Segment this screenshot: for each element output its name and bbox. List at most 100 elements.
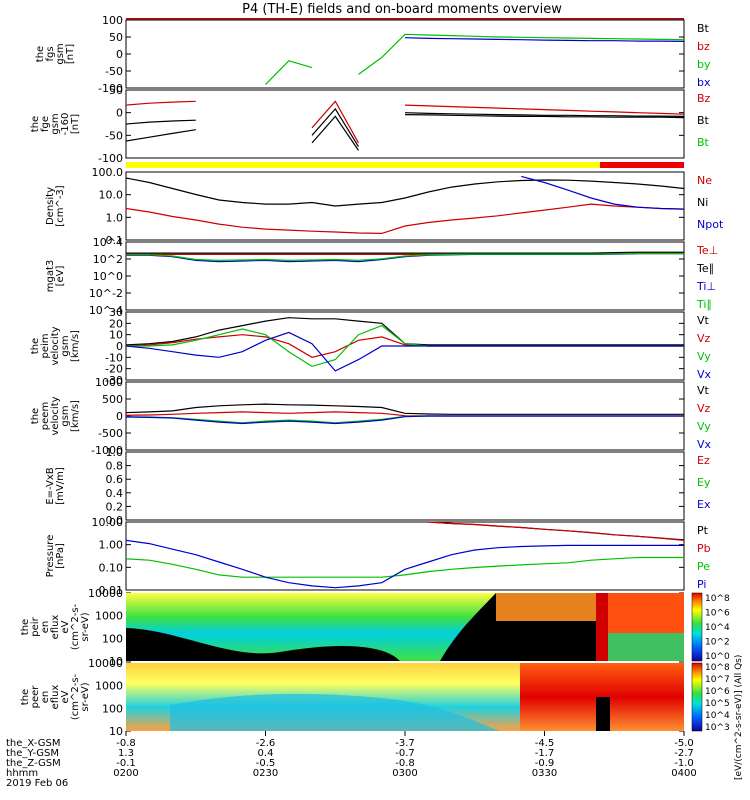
temperature-series-3 <box>126 252 684 262</box>
fgs-ytick-label: 100 <box>102 14 123 27</box>
pressure-ytick-label: 0.10 <box>99 561 124 574</box>
efield-ytick-label: 0.0 <box>106 514 124 527</box>
peim_velocity-series-3 <box>125 331 684 372</box>
fge-legend-entry: Bt <box>697 114 710 127</box>
temperature-ytick-label: 10^-2 <box>89 287 123 300</box>
time-axis-value: -0.5 <box>256 758 276 769</box>
fgs-ytick-label: -100 <box>98 82 123 95</box>
efield-ytick-label: 0.6 <box>106 473 124 486</box>
status-bar-red <box>600 162 684 168</box>
temperature-legend-entry: Te∥ <box>696 262 714 275</box>
colorbar-gradient-bottom <box>691 662 703 732</box>
fge-ytick-label: 0 <box>116 107 123 120</box>
efield-legend-entry: Ey <box>697 476 711 489</box>
fgs-legend-entry: bx <box>697 76 711 89</box>
colorbar-tick-label: 10^2 <box>705 638 730 648</box>
panel-density: 100.0 10.0 1.0 0.1 Density [cm^-3] Ne Ni Npot <box>45 166 724 247</box>
fgs-series-3 <box>404 37 685 42</box>
temperature-ytick-label: 10^-4 <box>89 304 123 317</box>
colorbar-tick-label: 10^8 <box>705 663 730 673</box>
spectrograms <box>126 593 684 731</box>
peim_velocity-ytick-label: -10 <box>105 351 123 364</box>
peir_spectrogram-ylabel: eV <box>60 620 71 633</box>
panel-fge: 50 0 -50 -100 the fge gsm -160 [nT] Bz Bt Bt <box>30 84 711 165</box>
peir_spectrogram-ylabel: eflux <box>50 615 61 640</box>
efield-ytick-label: 0.8 <box>106 460 124 473</box>
colorbar-tick-label: 10^8 <box>705 594 730 604</box>
peem_velocity-ytick-label: -500 <box>98 427 123 440</box>
temperature-series-1 <box>126 251 684 254</box>
temperature-legend-entry: Ti∥ <box>696 298 712 311</box>
density-ytick-label: 1.0 <box>106 211 124 224</box>
time-axis-value: -4.5 <box>535 738 555 749</box>
peir_spectrogram-ytick-label: 10 <box>109 655 123 668</box>
peer_spectrogram-ytick-label: 100 <box>102 702 123 715</box>
peer_spectrogram-ylabel: peer <box>30 685 41 709</box>
density-series-1 <box>125 177 685 207</box>
fge-ytick-label: -100 <box>98 152 123 165</box>
time-axis-value: -0.8 <box>116 738 136 749</box>
colorbar-tick-label: 10^7 <box>705 675 730 685</box>
time-axis-value: -0.7 <box>395 748 415 759</box>
peir_spectrogram-ytick-label: 10000 <box>88 587 123 600</box>
peem_velocity-ytick-label: -1000 <box>91 444 123 457</box>
colorbar-tick-label: 10^6 <box>705 609 730 619</box>
efield-ytick-label: 0.2 <box>106 500 124 513</box>
peim_velocity-legend-entry: Vy <box>697 350 711 363</box>
peer_spectrogram-ytick-label: 10 <box>109 725 123 738</box>
time-axis-row-label: the_Y-GSM <box>6 748 59 759</box>
figure-title: P4 (TH-E) fields and on-board moments ov… <box>242 2 562 17</box>
efield-ylabel: E=-VxB <box>45 467 56 504</box>
pressure-series-3 <box>125 539 684 589</box>
peim_velocity-legend-entry: Vx <box>697 368 712 381</box>
peer-cool-region <box>170 693 500 731</box>
peim_velocity-ylabel: peim <box>40 333 51 358</box>
density-ytick-label: 10.0 <box>99 189 124 202</box>
peir_spectrogram-ylabel: sr-eV) <box>80 612 91 641</box>
fge-ylabel: the <box>30 116 41 132</box>
pressure-legend-entry: Pt <box>697 524 709 537</box>
panel-peer_spectrogram: 10000 1000 100 10 the peer en eflux eV (cm^2-s-sr… <box>20 657 684 738</box>
peer-spectrogram <box>126 663 684 731</box>
time-axis-value: -1.7 <box>535 748 555 759</box>
peem_velocity-ylabel: the <box>30 408 41 424</box>
fge-legend-entry: Bz <box>697 92 711 105</box>
time-axis: the_X-GSM -0.8 -2.6 -3.7 -4.5 -5.0 the_Y-GSM 1.… <box>6 731 697 789</box>
colorbar-label: [eV/(cm^2-s-sr-eV)] (All Qs) <box>734 655 744 780</box>
peim_velocity-ylabel: [km/s] <box>70 330 81 362</box>
temperature-ytick-label: 10^0 <box>93 270 123 283</box>
fge-ylabel: [nT] <box>70 114 81 134</box>
pressure-ylabel: [nPa] <box>55 543 66 569</box>
peim_velocity-ytick-label: -20 <box>105 363 123 376</box>
colorbar-tick-label: 10^3 <box>705 723 730 733</box>
peir-flux-region <box>126 593 496 661</box>
fgs-ytick-label: -50 <box>105 65 123 78</box>
peir-spectrogram <box>126 593 684 661</box>
pressure-legend-entry: Pi <box>697 578 706 591</box>
density-frame <box>125 171 685 241</box>
peer_spectrogram-ytick-label: 1000 <box>95 680 123 693</box>
temperature-ylabel: mgat3 <box>45 260 56 293</box>
colorbar-tick-label: 10^5 <box>705 699 730 709</box>
peim_velocity-ytick-label: -30 <box>105 374 123 387</box>
peim_velocity-ylabel: gsm <box>60 335 71 356</box>
time-axis-value: -3.7 <box>395 738 415 749</box>
panel-peem_velocity: 1000 500 0 -500 -1000 the peem velocity gsm [km/s… <box>30 376 712 457</box>
temperature-legend-entry: Te⊥ <box>696 244 718 257</box>
pressure-series-2 <box>125 556 684 578</box>
peem_velocity-ylabel: peem <box>40 402 51 430</box>
density-ylabel: Density <box>45 187 56 225</box>
peer_spectrogram-ylabel: (cm^2-s- <box>70 673 81 720</box>
pressure-ylabel: Pressure <box>45 535 56 578</box>
peir_spectrogram-ylabel: (cm^2-s- <box>70 603 81 650</box>
fge-series-2 <box>125 114 685 151</box>
fge-ylabel: gsm <box>50 113 61 134</box>
status-bar-yellow <box>126 162 600 168</box>
time-axis-row-label: the_Z-GSM <box>6 758 61 769</box>
time-axis-value: 0200 <box>113 768 138 779</box>
colorbar-tick-labels: 10^810^610^410^210^010^810^710^610^510^4… <box>705 594 730 733</box>
temperature-ytick-label: 10^4 <box>93 236 123 249</box>
time-axis-value: 1.3 <box>118 748 134 759</box>
